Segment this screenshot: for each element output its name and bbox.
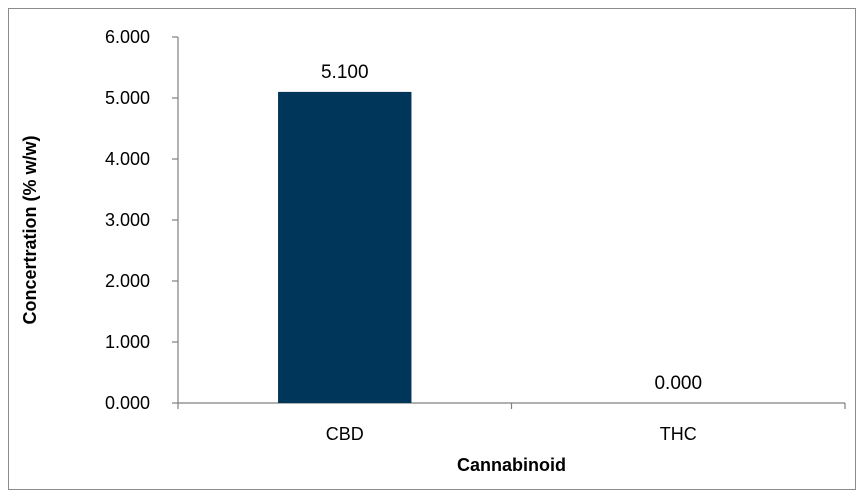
- bar-cbd: [278, 91, 412, 404]
- y-tick-label: 2.000: [105, 271, 150, 291]
- data-label-thc: 0.000: [654, 373, 702, 394]
- bars: [278, 91, 412, 404]
- x-tick-label-cbd: CBD: [326, 424, 364, 444]
- labels: 5.100 CBD 0.000 THC: [321, 62, 702, 444]
- y-ticks: 0.000 1.000 2.000 3.000 4.000 5.000 6.000: [105, 27, 846, 413]
- x-axis-title: Cannabinoid: [457, 455, 566, 475]
- y-tick-label: 0.000: [105, 393, 150, 413]
- chart-frame: [8, 8, 856, 490]
- y-tick-label: 6.000: [105, 27, 150, 47]
- y-axis-title: Concertration (% w/w): [20, 135, 40, 324]
- y-tick-label: 5.000: [105, 88, 150, 108]
- data-label-cbd: 5.100: [321, 62, 369, 83]
- y-tick-label: 1.000: [105, 332, 150, 352]
- y-tick-label: 4.000: [105, 149, 150, 169]
- x-tick-label-thc: THC: [660, 424, 697, 444]
- y-tick-label: 3.000: [105, 210, 150, 230]
